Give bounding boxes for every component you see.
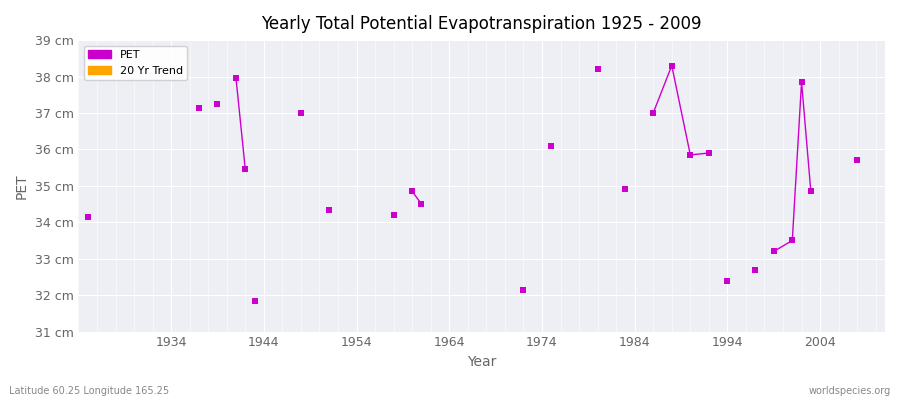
Point [248,298,262,304]
Point [850,157,864,164]
Point [414,201,428,207]
Point [80,214,94,220]
Point [590,66,605,72]
Point [211,101,225,107]
X-axis label: Year: Year [467,355,497,369]
Text: Latitude 60.25 Longitude 165.25: Latitude 60.25 Longitude 165.25 [9,386,169,396]
Point [293,110,308,116]
Point [321,206,336,213]
Text: worldspecies.org: worldspecies.org [809,386,891,396]
Point [386,212,400,218]
Point [646,110,661,116]
Point [618,186,633,193]
Point [517,286,531,293]
Title: Yearly Total Potential Evapotranspiration 1925 - 2009: Yearly Total Potential Evapotranspiratio… [262,15,702,33]
Point [229,75,243,82]
Point [720,277,734,284]
Point [748,266,762,273]
Point [683,152,698,158]
Point [192,104,206,111]
Point [785,237,799,244]
Point [664,62,679,69]
Point [804,188,818,194]
Legend: PET, 20 Yr Trend: PET, 20 Yr Trend [84,46,187,80]
Point [544,142,558,149]
Point [238,166,253,173]
Point [702,150,716,156]
Point [405,188,419,194]
Point [795,79,809,85]
Point [767,248,781,255]
Y-axis label: PET: PET [15,173,29,199]
